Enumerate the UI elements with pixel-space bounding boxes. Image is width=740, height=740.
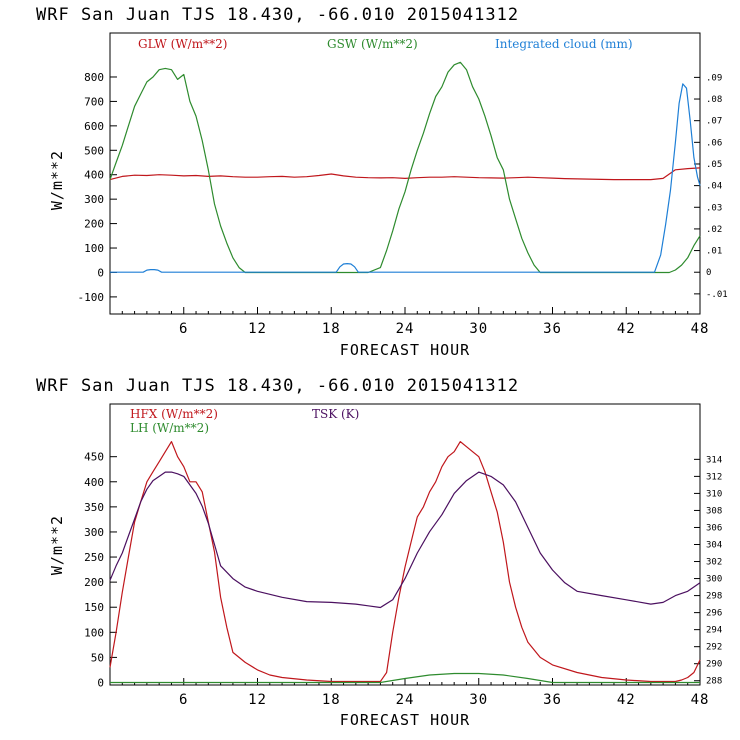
- top-y2-tick-label: .09: [706, 73, 722, 83]
- bottom-series-hfx: [109, 441, 701, 683]
- bottom-y2-tick-label: 290: [706, 660, 722, 670]
- bottom-y2-tick-label: 314: [706, 455, 722, 465]
- top-y-tick-label: 400: [84, 169, 104, 182]
- top-y2-tick-label: .08: [706, 95, 722, 105]
- top-x-tick-label: 6: [179, 321, 188, 337]
- bottom-y2-tick-label: 304: [706, 541, 722, 551]
- top-x-axis-label: FORECAST HOUR: [340, 341, 470, 359]
- top-y-tick-label: 800: [84, 71, 104, 84]
- bottom-x-tick-label: 48: [691, 692, 710, 708]
- bottom-series-tsk: [109, 471, 701, 609]
- top-y-tick-label: 0: [97, 266, 104, 279]
- bottom-y2-tick-label: 306: [706, 523, 722, 533]
- bottom-x-tick-label: 6: [179, 692, 188, 708]
- top-y2-tick-label: .01: [706, 247, 722, 257]
- bottom-x-tick-label: 42: [617, 692, 636, 708]
- top-x-tick-label: 42: [617, 321, 636, 337]
- top-y-tick-label: 700: [84, 95, 104, 108]
- top-y2-tick-label: .07: [706, 117, 722, 127]
- top-y-tick-label: 600: [84, 120, 104, 133]
- bottom-chart-title: WRF San Juan TJS 18.430, -66.010 2015041…: [36, 376, 519, 396]
- legend-glw: GLW (W/m**2): [138, 37, 227, 51]
- bottom-x-tick-label: 36: [543, 692, 562, 708]
- bottom-y2-tick-label: 288: [706, 677, 722, 687]
- bottom-y2-tick-label: 302: [706, 558, 722, 568]
- bottom-y-tick-label: 450: [84, 451, 104, 464]
- top-chart-title: WRF San Juan TJS 18.430, -66.010 2015041…: [36, 5, 519, 25]
- top-y-tick-label: 500: [84, 144, 104, 157]
- top-y2-tick-label: -.01: [706, 290, 728, 300]
- top-series-gsw: [109, 61, 701, 274]
- bottom-y-tick-label: 200: [84, 576, 104, 589]
- bottom-chart: WRF San Juan TJS 18.430, -66.010 2015041…: [36, 376, 722, 729]
- legend-hfx: HFX (W/m**2): [130, 407, 218, 421]
- legend-lh: LH (W/m**2): [130, 421, 209, 435]
- top-x-tick-label: 36: [543, 321, 562, 337]
- bottom-y-tick-label: 0: [97, 676, 104, 689]
- top-y-tick-label: 300: [84, 193, 104, 206]
- bottom-x-axis-label: FORECAST HOUR: [340, 711, 470, 729]
- bottom-x-tick-label: 24: [396, 692, 415, 708]
- bottom-y2-tick-label: 294: [706, 626, 722, 636]
- bottom-y2-tick-label: 308: [706, 506, 722, 516]
- top-y-axis-label: W/m**2: [48, 150, 66, 210]
- top-y2-tick-label: .04: [706, 182, 722, 192]
- bottom-x-tick-label: 18: [322, 692, 341, 708]
- bottom-y-axis-label: W/m**2: [48, 515, 66, 575]
- top-x-tick-label: 12: [248, 321, 267, 337]
- bottom-y2-tick-label: 298: [706, 592, 722, 602]
- legend-integrated-cloud: Integrated cloud (mm): [495, 37, 633, 51]
- top-y2-tick-label: .05: [706, 160, 722, 170]
- legend-tsk: TSK (K): [312, 407, 359, 421]
- top-y2-tick-label: .02: [706, 225, 722, 235]
- bottom-x-tick-label: 12: [248, 692, 267, 708]
- bottom-y-tick-label: 250: [84, 551, 104, 564]
- bottom-y-tick-label: 300: [84, 526, 104, 539]
- bottom-y-tick-label: 350: [84, 501, 104, 514]
- top-y2-tick-label: .03: [706, 203, 722, 213]
- top-y-tick-label: 200: [84, 218, 104, 231]
- bottom-x-tick-label: 30: [469, 692, 488, 708]
- top-x-tick-label: 24: [396, 321, 415, 337]
- bottom-y2-tick-label: 310: [706, 489, 722, 499]
- bottom-y2-tick-label: 292: [706, 643, 722, 653]
- top-x-tick-label: 18: [322, 321, 341, 337]
- bottom-y-tick-label: 50: [91, 651, 104, 664]
- top-y-tick-label: 100: [84, 242, 104, 255]
- bottom-y-tick-label: 100: [84, 626, 104, 639]
- top-y2-tick-label: .06: [706, 138, 722, 148]
- bottom-y2-tick-label: 296: [706, 609, 722, 619]
- top-chart: WRF San Juan TJS 18.430, -66.010 2015041…: [36, 5, 728, 359]
- bottom-y2-tick-label: 312: [706, 472, 722, 482]
- bottom-y-tick-label: 150: [84, 601, 104, 614]
- top-y2-tick-label: 0: [706, 268, 711, 278]
- top-x-tick-label: 30: [469, 321, 488, 337]
- bottom-y2-tick-label: 300: [706, 575, 722, 585]
- bottom-plot-frame: [109, 403, 701, 686]
- bottom-y-tick-label: 400: [84, 476, 104, 489]
- bottom-series-lh: [110, 672, 700, 684]
- top-series-glw: [109, 167, 701, 181]
- top-y-tick-label: -100: [78, 291, 105, 304]
- top-x-tick-label: 48: [691, 321, 710, 337]
- top-series-integrated: [110, 83, 701, 273]
- legend-gsw: GSW (W/m**2): [327, 37, 418, 51]
